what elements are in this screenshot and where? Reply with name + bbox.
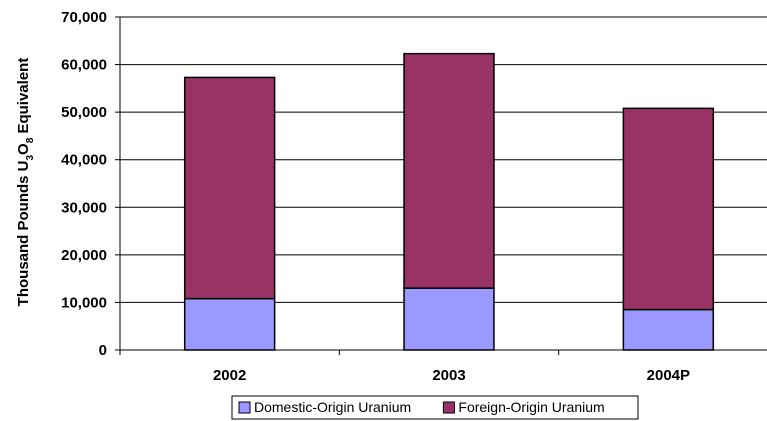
y-tick-label: 70,000 — [61, 9, 107, 26]
bar-foreign-origin-uranium-2002 — [183, 76, 276, 300]
y-tick-label: 40,000 — [61, 152, 107, 169]
bar-foreign-origin-uranium-2004p — [622, 107, 715, 311]
y-tick-label: 30,000 — [61, 199, 107, 216]
y-tick-label: 10,000 — [61, 294, 107, 311]
legend: Domestic-Origin Uranium Foreign-Origin Ur… — [231, 395, 639, 420]
y-axis-label: Thousand Pounds U3O8 Equivalent — [15, 58, 36, 307]
bar-domestic-origin-uranium-2002 — [183, 297, 276, 351]
legend-box — [231, 395, 639, 420]
axes: 0 10,000 20,000 30,000 40,000 50,000 60,000 70,… — [61, 9, 767, 384]
y-tick-label: 60,000 — [61, 57, 107, 74]
bar-foreign-origin-uranium-2003 — [403, 52, 495, 289]
x-tick-label: 2002 — [213, 367, 246, 384]
x-tick-label: 2003 — [432, 367, 465, 384]
bars — [183, 52, 715, 351]
x-tick-label: 2004P — [647, 367, 690, 384]
bar-domestic-origin-uranium-2004p — [622, 308, 715, 351]
y-tick-label: 0 — [99, 342, 107, 359]
y-tick-label: 50,000 — [61, 104, 107, 121]
y-tick-label: 20,000 — [61, 247, 107, 264]
bar-domestic-origin-uranium-2003 — [403, 287, 495, 351]
legend-swatch — [238, 401, 251, 414]
legend-swatch — [442, 401, 455, 414]
legend-label: Domestic-Origin Uranium — [254, 399, 411, 415]
legend-label: Foreign-Origin Uranium — [458, 399, 604, 415]
